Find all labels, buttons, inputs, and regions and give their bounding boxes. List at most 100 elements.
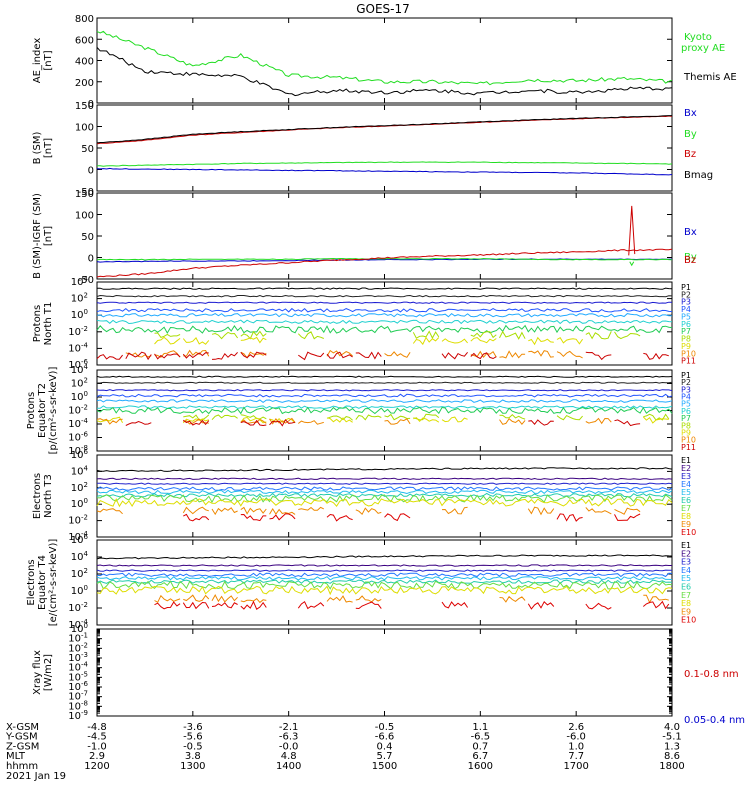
y-tick-label: 104: [71, 464, 89, 477]
y-tick-label: 50: [81, 144, 94, 155]
y-tick-label: 10-3: [68, 651, 88, 664]
y-axis-label: AE_index[nT]: [32, 38, 54, 84]
legend-e4: E4: [681, 480, 691, 489]
series-line-p7: [96, 324, 673, 335]
xaxis-value: -0.0: [279, 741, 299, 752]
series-line-p7: [96, 406, 673, 415]
by-spike: [629, 261, 635, 267]
series-line-p5: [96, 312, 673, 318]
panel-frame: [96, 17, 673, 104]
xaxis-row-label-hhmm: hhmm: [6, 761, 38, 772]
y-tick-label: 10-2: [68, 404, 88, 417]
bz-spike: [628, 205, 636, 256]
series-line-e6: [96, 579, 673, 584]
y-tick-label: 10-2: [68, 601, 88, 614]
y-axis-label: B (SM)-IGRF (SM)[nT]: [32, 193, 54, 279]
legend-bx: Bx: [684, 108, 697, 119]
series-line-e6: [96, 492, 673, 498]
series-line-e10: [183, 513, 641, 522]
xaxis-value: -5.1: [662, 732, 682, 743]
legend-e3: E3: [681, 472, 691, 481]
xaxis-value: 1600: [468, 761, 493, 772]
legend-p5: P5: [681, 400, 691, 409]
series-line-e3: [96, 569, 672, 572]
xaxis-value: 1500: [372, 761, 397, 772]
y-tick-label: 102: [71, 481, 88, 494]
legend-e1: E1: [681, 541, 691, 550]
series-line-p6: [97, 405, 673, 410]
xaxis-value: -3.6: [183, 722, 203, 733]
series-line-e3: [96, 482, 673, 485]
y-tick-label: 10-4: [68, 618, 88, 631]
series-line-p10: [125, 349, 583, 359]
panel-bsm: 150 100 50 0 -50 B (SM)[nT] Bx By Bz Bmag: [32, 101, 713, 198]
y-tick-label: 100: [71, 308, 88, 321]
legend-e8: E8: [681, 599, 691, 608]
y-tick-label: 104: [71, 363, 89, 376]
y-tick-label: -50: [78, 275, 94, 286]
series-line-p11: [125, 418, 641, 427]
legend-e9: E9: [681, 607, 691, 616]
legend-p5: P5: [681, 312, 691, 321]
legend-p3: P3: [681, 298, 691, 307]
xaxis-value: -2.1: [279, 722, 299, 733]
series-line-e1: [96, 467, 673, 472]
series-line-by: [96, 161, 673, 167]
legend-p6: P6: [681, 407, 691, 416]
y-tick-label: 10-4: [68, 661, 88, 674]
y-tick-label: 10-6: [68, 680, 88, 693]
xaxis-row-label-z-gsm: Z-GSM: [6, 741, 39, 752]
series-line-p2: [97, 381, 673, 384]
series-line-p10: [97, 418, 672, 424]
date-label: 2021 Jan 19: [6, 771, 66, 782]
legend-e5: E5: [681, 574, 691, 583]
legend-e10: E10: [681, 528, 696, 537]
y-axis-label: B (SM)[nT]: [32, 131, 54, 164]
xaxis-value: -4.5: [87, 732, 107, 743]
xaxis-row-label-mlt: MLT: [6, 751, 26, 762]
y-axis-label: ElectronsNorth T3: [32, 473, 54, 519]
y-tick-label: 200: [75, 78, 94, 89]
legend-e6: E6: [681, 496, 691, 505]
series-line-p6: [96, 319, 673, 325]
series-line-p9: [155, 337, 673, 344]
series-line-bx: [96, 167, 673, 176]
y-tick-label: 0: [88, 254, 94, 265]
legend-e10: E10: [681, 616, 696, 625]
y-tick-label: 104: [71, 550, 89, 563]
series-line-p5: [96, 399, 673, 404]
y-axis-label: ProtonsNorth T1: [32, 302, 54, 346]
y-tick-label: 10-4: [68, 341, 88, 354]
legend-p4: P4: [681, 305, 691, 314]
legend-p7: P7: [681, 327, 691, 336]
xaxis-value: 4.0: [664, 722, 680, 733]
y-axis-label: ProtonsEquator T2[p/(cm²-s-sr-keV)]: [26, 367, 59, 455]
series-line-p3: [96, 389, 673, 392]
series-line-p1: [96, 287, 673, 290]
xaxis-value: -5.6: [183, 732, 203, 743]
series-line-by: [96, 257, 673, 261]
legend-0.1-0.8nm: 0.1-0.8 nm: [684, 669, 739, 680]
legend-bz: Bz: [684, 149, 696, 160]
legend-e4: E4: [681, 566, 691, 575]
series-line-p1: [96, 375, 673, 378]
xaxis-value: 2.6: [568, 722, 584, 733]
y-tick-label: -50: [78, 187, 94, 198]
panel-frame: [96, 192, 673, 280]
xaxis-value: -6.3: [279, 732, 299, 743]
xaxis-value: -6.0: [566, 732, 586, 743]
legend-by: By: [684, 129, 697, 140]
series-line-bz: [96, 115, 673, 145]
series-line-p11: [97, 352, 672, 359]
xaxis-value: 1800: [659, 761, 684, 772]
y-tick-label: 150: [75, 189, 94, 200]
y-axis-label: ElectronsEquator T4[e/(cm²-s-sr-keV)]: [26, 539, 59, 627]
y-tick-label: 0: [88, 166, 94, 177]
xaxis-value: 0.7: [472, 741, 488, 752]
xaxis-value: -6.5: [471, 732, 491, 743]
y-tick-label: 10-2: [68, 514, 88, 527]
